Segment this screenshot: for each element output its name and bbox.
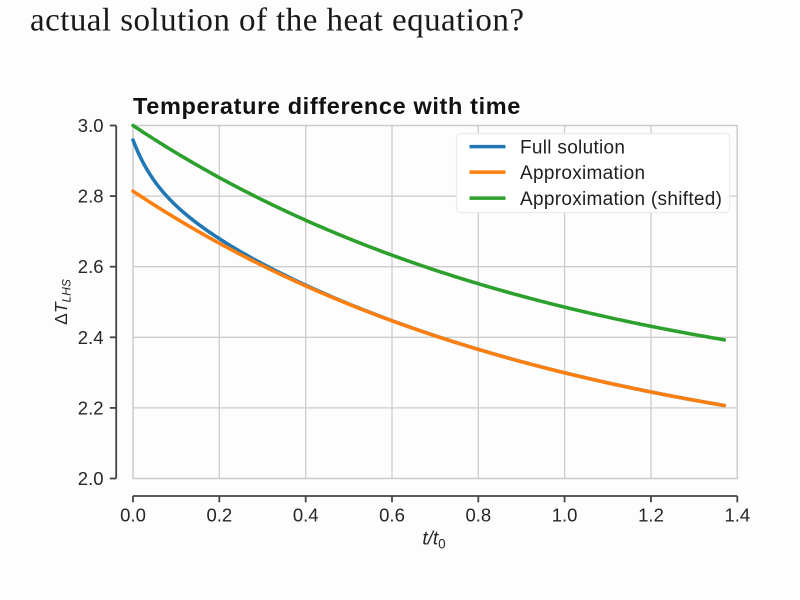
svg-text:2.4: 2.4	[78, 327, 104, 348]
svg-text:Temperature difference with ti: Temperature difference with time	[133, 93, 521, 119]
svg-text:1.0: 1.0	[552, 505, 578, 526]
svg-text:ΔTLHS: ΔTLHS	[51, 279, 74, 325]
svg-text:2.6: 2.6	[78, 256, 104, 277]
svg-text:0.0: 0.0	[120, 505, 146, 526]
svg-text:actual solution of the heat eq: actual solution of the heat equation?	[30, 3, 524, 39]
svg-text:0.4: 0.4	[293, 505, 319, 526]
svg-text:1.2: 1.2	[638, 505, 664, 526]
svg-text:0.6: 0.6	[379, 505, 405, 526]
svg-text:Approximation: Approximation	[520, 163, 645, 184]
svg-text:0.8: 0.8	[465, 505, 491, 526]
svg-text:2.2: 2.2	[78, 397, 104, 418]
svg-text:1.4: 1.4	[724, 505, 750, 526]
svg-text:Full solution: Full solution	[520, 138, 625, 159]
svg-text:3.0: 3.0	[78, 115, 104, 136]
svg-text:2.8: 2.8	[78, 186, 104, 207]
svg-text:0.2: 0.2	[206, 505, 232, 526]
svg-text:Approximation (shifted): Approximation (shifted)	[520, 189, 722, 210]
svg-text:2.0: 2.0	[78, 468, 104, 489]
